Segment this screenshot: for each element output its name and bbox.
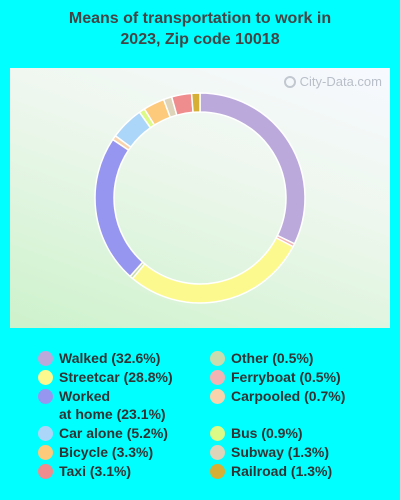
donut-slice-4 — [94, 138, 144, 278]
legend-swatch — [38, 351, 53, 366]
legend-swatch — [210, 370, 225, 385]
legend-item-6: Car alone (5.2%) — [38, 424, 168, 442]
legend-label: Taxi (3.1%) — [59, 463, 132, 479]
donut-slice-2 — [131, 236, 295, 304]
watermark-text: City-Data.com — [299, 74, 382, 89]
legend-label: Carpooled (0.7%) — [231, 388, 346, 404]
legend-label: Railroad (1.3%) — [231, 463, 333, 479]
legend-item-8: Bicycle (3.3%) — [38, 443, 153, 461]
legend-item-9: Subway (1.3%) — [210, 443, 329, 461]
legend-swatch — [38, 370, 53, 385]
chart-title-line-2: 2023, Zip code 10018 — [120, 31, 280, 48]
legend-item-0: Walked (32.6%) — [38, 349, 160, 367]
legend-label: Worked at home (23.1%) — [59, 388, 166, 422]
legend-item-3: Other (0.5%) — [210, 349, 313, 367]
legend-label: Other (0.5%) — [231, 350, 314, 366]
legend-label: Streetcar (28.8%) — [59, 369, 173, 385]
legend: Walked (32.6%) Streetcar (28.8%) Worked at… — [0, 340, 400, 500]
donut-slice-0 — [199, 92, 306, 245]
legend-label: Ferryboat (0.5%) — [231, 369, 341, 385]
chart-title: Means of transportation to work in 2023,… — [0, 8, 400, 50]
legend-item-1: Ferryboat (0.5%) — [210, 368, 341, 386]
legend-swatch — [210, 389, 225, 404]
legend-item-7: Bus (0.9%) — [210, 424, 303, 442]
legend-item-4: Worked at home (23.1%) — [38, 387, 166, 423]
legend-swatch — [210, 445, 225, 460]
legend-label: Walked (32.6%) — [59, 350, 161, 366]
legend-label: Subway (1.3%) — [231, 444, 330, 460]
legend-item-5: Carpooled (0.7%) — [210, 387, 345, 405]
legend-swatch — [38, 426, 53, 441]
legend-swatch — [210, 351, 225, 366]
legend-swatch — [38, 389, 53, 404]
legend-item-11: Railroad (1.3%) — [210, 462, 332, 480]
legend-label: Bicycle (3.3%) — [59, 444, 154, 460]
legend-swatch — [210, 464, 225, 479]
legend-item-2: Streetcar (28.8%) — [38, 368, 173, 386]
legend-item-10: Taxi (3.1%) — [38, 462, 131, 480]
legend-swatch — [38, 464, 53, 479]
globe-icon — [283, 75, 296, 88]
legend-label: Bus (0.9%) — [231, 425, 303, 441]
legend-label: Car alone (5.2%) — [59, 425, 168, 441]
legend-swatch — [38, 445, 53, 460]
donut-slice-11 — [190, 92, 201, 114]
legend-swatch — [210, 426, 225, 441]
chart-title-line-1: Means of transportation to work in — [68, 10, 332, 27]
watermark: City-Data.com — [283, 74, 382, 89]
